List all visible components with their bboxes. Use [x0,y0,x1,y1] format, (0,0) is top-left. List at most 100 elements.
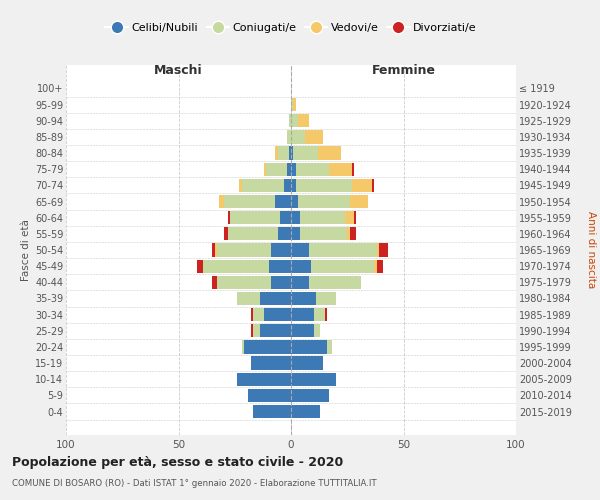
Bar [287,162,291,176]
Bar [253,308,264,321]
Bar [271,276,291,289]
Bar [241,340,244,353]
Bar [379,244,388,256]
Y-axis label: Anni di nascita: Anni di nascita [586,212,596,288]
Bar [349,227,356,240]
Bar [291,372,336,386]
Bar [325,308,327,321]
Bar [291,356,323,370]
Bar [248,389,291,402]
Bar [251,356,291,370]
Bar [203,260,269,273]
Bar [289,146,291,160]
Bar [329,162,352,176]
Bar [277,227,291,240]
Bar [309,244,377,256]
Bar [374,260,377,273]
Bar [237,292,260,305]
Bar [300,211,345,224]
Bar [352,162,354,176]
Bar [284,179,291,192]
Bar [219,195,223,208]
Bar [197,260,203,273]
Text: Femmine: Femmine [371,64,436,77]
Bar [291,227,300,240]
Bar [266,162,287,176]
Bar [228,211,230,224]
Bar [264,162,266,176]
Bar [217,276,271,289]
Bar [377,260,383,273]
Bar [251,308,253,321]
Bar [275,195,291,208]
Bar [293,98,296,111]
Bar [291,324,314,338]
Bar [253,324,260,338]
Bar [289,114,291,128]
Bar [291,260,311,273]
Bar [291,405,320,418]
Bar [269,260,291,273]
Bar [327,340,331,353]
Bar [291,211,300,224]
Bar [215,244,217,256]
Bar [239,179,241,192]
Bar [212,244,215,256]
Bar [291,146,293,160]
Bar [318,146,341,160]
Bar [316,292,336,305]
Bar [314,324,320,338]
Bar [260,324,291,338]
Bar [291,179,296,192]
Bar [291,389,329,402]
Text: Popolazione per età, sesso e stato civile - 2020: Popolazione per età, sesso e stato civil… [12,456,343,469]
Bar [354,211,356,224]
Bar [223,195,275,208]
Bar [280,211,291,224]
Bar [372,179,374,192]
Bar [217,244,271,256]
Bar [251,324,253,338]
Bar [244,340,291,353]
Bar [300,227,347,240]
Text: COMUNE DI BOSARO (RO) - Dati ISTAT 1° gennaio 2020 - Elaborazione TUTTITALIA.IT: COMUNE DI BOSARO (RO) - Dati ISTAT 1° ge… [12,479,377,488]
Y-axis label: Fasce di età: Fasce di età [20,219,31,281]
Bar [230,211,280,224]
Bar [296,179,352,192]
Bar [223,227,228,240]
Bar [291,308,314,321]
Bar [237,372,291,386]
Bar [291,130,305,143]
Bar [287,130,291,143]
Bar [291,195,298,208]
Bar [298,195,349,208]
Bar [347,227,349,240]
Bar [253,405,291,418]
Bar [212,276,217,289]
Bar [377,244,379,256]
Bar [271,244,291,256]
Legend: Celibi/Nubili, Coniugati/e, Vedovi/e, Divorziati/e: Celibi/Nubili, Coniugati/e, Vedovi/e, Di… [101,19,481,38]
Bar [293,146,318,160]
Bar [291,244,309,256]
Bar [264,308,291,321]
Bar [298,114,309,128]
Bar [309,276,361,289]
Bar [241,179,284,192]
Text: Maschi: Maschi [154,64,203,77]
Bar [305,130,323,143]
Bar [291,292,316,305]
Bar [311,260,374,273]
Bar [291,114,298,128]
Bar [291,276,309,289]
Bar [275,146,277,160]
Bar [314,308,325,321]
Bar [345,211,354,224]
Bar [260,292,291,305]
Bar [277,146,289,160]
Bar [349,195,367,208]
Bar [296,162,329,176]
Bar [291,162,296,176]
Bar [291,340,327,353]
Bar [291,98,293,111]
